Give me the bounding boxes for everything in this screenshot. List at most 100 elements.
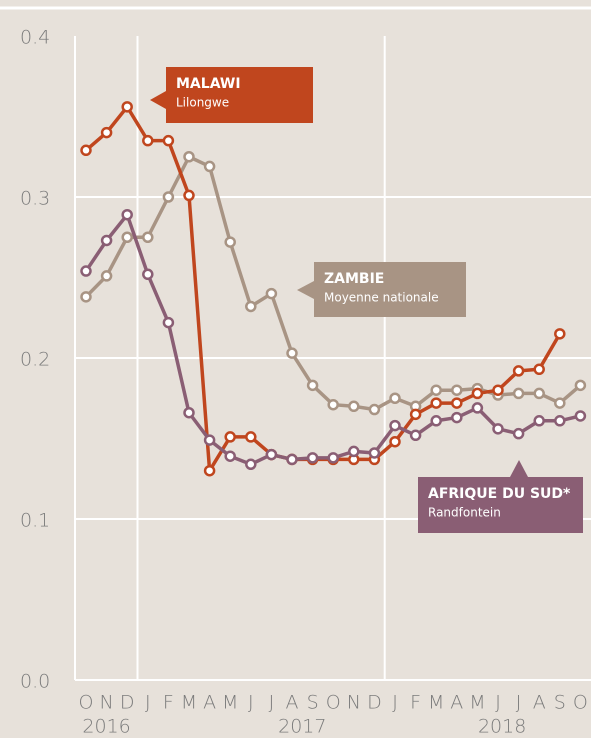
point-marker <box>533 387 545 400</box>
x-tick-label: D <box>120 692 135 714</box>
point-marker <box>265 448 278 461</box>
point-marker <box>245 458 257 471</box>
point-marker <box>183 406 195 419</box>
point-marker <box>245 431 257 443</box>
x-tick-label: A <box>203 692 216 714</box>
point-marker <box>306 452 319 464</box>
x-tick-label: J <box>269 692 275 714</box>
point-marker <box>100 234 113 247</box>
point-marker <box>183 151 195 163</box>
x-tick-label: O <box>573 692 588 714</box>
x-tick-label: A <box>533 692 546 714</box>
point-marker <box>80 265 92 277</box>
point-marker <box>451 384 463 396</box>
point-marker <box>554 328 566 340</box>
label-pointer <box>297 281 314 299</box>
label-box <box>314 262 466 317</box>
x-tick-label: M <box>469 692 485 714</box>
point-marker <box>121 208 133 221</box>
point-marker <box>451 397 463 409</box>
x-tick-label: J <box>516 692 522 714</box>
point-marker <box>430 384 442 396</box>
legend-label: ZAMBIE <box>324 271 384 287</box>
y-tick-label: 0.2 <box>20 349 50 371</box>
point-marker <box>368 447 381 459</box>
point-marker <box>533 415 545 427</box>
x-tick-label: S <box>554 692 566 714</box>
point-marker <box>286 347 298 359</box>
label-box <box>166 67 313 123</box>
year-label: 2018 <box>478 716 526 738</box>
point-marker <box>451 411 463 424</box>
series-line <box>84 212 581 467</box>
point-marker <box>574 379 587 392</box>
point-marker <box>121 101 133 113</box>
legend-label: MALAWI <box>176 76 241 92</box>
legend-label: AFRIQUE DU SUD* <box>428 486 571 502</box>
legend-sublabel: Lilongwe <box>176 96 229 110</box>
point-marker <box>100 270 113 282</box>
point-marker <box>389 419 401 432</box>
x-tick-label: A <box>286 692 299 714</box>
point-marker <box>306 379 319 392</box>
x-tick-label: M <box>181 692 197 714</box>
label-box <box>418 477 583 533</box>
point-marker <box>430 415 442 427</box>
point-marker <box>492 423 504 435</box>
point-marker <box>512 427 525 440</box>
y-tick-label: 0.4 <box>20 27 50 49</box>
point-marker <box>224 450 236 462</box>
x-tick-label: N <box>347 692 361 714</box>
point-marker <box>574 410 587 422</box>
point-marker <box>471 402 484 414</box>
point-marker <box>430 397 442 409</box>
label-pointer <box>150 91 166 109</box>
x-tick-label: F <box>163 692 174 714</box>
x-tick-label: J <box>145 692 151 714</box>
point-marker <box>409 429 422 442</box>
point-marker <box>162 316 175 329</box>
point-marker <box>162 134 175 147</box>
x-tick-label: J <box>392 692 398 714</box>
y-tick-label: 0.3 <box>20 188 50 210</box>
point-marker <box>265 287 278 300</box>
point-marker <box>224 236 236 248</box>
point-marker <box>80 144 92 157</box>
x-tick-label: F <box>410 692 421 714</box>
point-marker <box>368 403 381 416</box>
x-tick-label: S <box>307 692 319 714</box>
legend-sublabel: Randfontein <box>428 506 501 520</box>
x-tick-label: D <box>367 692 382 714</box>
year-label: 2017 <box>278 716 326 738</box>
point-marker <box>389 392 401 404</box>
point-marker <box>512 365 525 377</box>
x-tick-label: O <box>326 692 341 714</box>
point-marker <box>224 431 236 443</box>
point-marker <box>512 387 525 400</box>
x-tick-label: M <box>428 692 444 714</box>
point-marker <box>142 231 154 243</box>
x-tick-label: M <box>222 692 238 714</box>
point-marker <box>142 134 154 147</box>
year-label: 2016 <box>82 716 130 738</box>
y-tick-label: 0.1 <box>20 510 50 532</box>
y-tick-label: 0.0 <box>20 671 50 693</box>
point-marker <box>492 384 504 396</box>
x-tick-label: O <box>79 692 94 714</box>
x-tick-label: A <box>450 692 463 714</box>
point-marker <box>80 291 92 303</box>
point-marker <box>183 189 195 202</box>
legend-sublabel: Moyenne nationale <box>324 291 439 305</box>
point-marker <box>348 400 360 413</box>
point-marker <box>245 300 257 313</box>
point-marker <box>348 445 360 458</box>
point-marker <box>471 387 484 400</box>
point-marker <box>533 363 545 376</box>
label-pointer <box>510 460 528 477</box>
point-marker <box>286 453 298 466</box>
point-marker <box>554 415 566 427</box>
point-marker <box>409 408 422 421</box>
point-marker <box>142 268 154 281</box>
x-tick-label: J <box>248 692 254 714</box>
